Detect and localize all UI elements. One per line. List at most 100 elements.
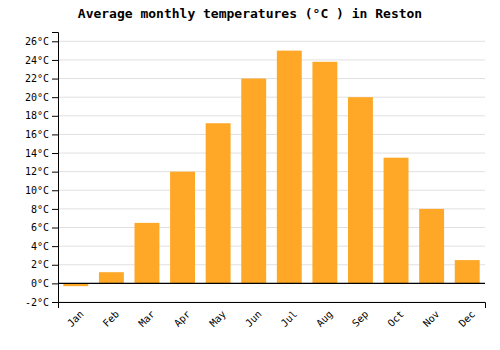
y-tick: 14°C bbox=[25, 148, 58, 159]
bar bbox=[348, 97, 373, 283]
grid-line bbox=[58, 115, 485, 116]
bar bbox=[419, 209, 444, 283]
x-tick: Oct bbox=[385, 308, 406, 329]
y-tick: -2°C bbox=[25, 297, 58, 308]
y-tick: 18°C bbox=[25, 110, 58, 121]
grid-line bbox=[58, 59, 485, 60]
y-tick: 6°C bbox=[31, 222, 58, 233]
x-tick-label: Dec bbox=[457, 308, 478, 329]
y-tick-mark bbox=[52, 172, 58, 173]
y-tick: 20°C bbox=[25, 92, 58, 103]
y-tick-mark bbox=[52, 265, 58, 266]
y-tick-label: 0°C bbox=[31, 278, 49, 289]
y-tick-label: -2°C bbox=[25, 297, 49, 308]
y-tick-label: 20°C bbox=[25, 92, 49, 103]
x-tick-label: Oct bbox=[385, 308, 406, 329]
x-tick: Nov bbox=[421, 308, 442, 329]
y-tick-mark bbox=[52, 79, 58, 80]
grid-line bbox=[58, 190, 485, 191]
y-tick-mark bbox=[52, 246, 58, 247]
y-tick: 24°C bbox=[25, 55, 58, 66]
y-tick: 26°C bbox=[25, 36, 58, 47]
y-tick-label: 24°C bbox=[25, 55, 49, 66]
x-tick-label: Sep bbox=[350, 308, 371, 329]
y-tick: 2°C bbox=[31, 259, 58, 270]
y-tick-mark bbox=[52, 228, 58, 229]
y-tick-label: 26°C bbox=[25, 36, 49, 47]
x-tick: Apr bbox=[172, 308, 193, 329]
x-tick: Aug bbox=[314, 308, 335, 329]
x-tick: Jun bbox=[243, 308, 264, 329]
bar bbox=[455, 260, 480, 283]
y-tick: 4°C bbox=[31, 241, 58, 252]
grid bbox=[58, 41, 485, 302]
y-tick-label: 12°C bbox=[25, 166, 49, 177]
x-tick-label: Aug bbox=[314, 308, 335, 329]
y-tick-mark bbox=[52, 60, 58, 61]
grid-line bbox=[58, 78, 485, 79]
x-tick: Dec bbox=[457, 308, 478, 329]
bar bbox=[384, 158, 409, 284]
x-tick: Sep bbox=[350, 308, 371, 329]
title: Average monthly temperatures (°C ) in Re… bbox=[78, 6, 422, 21]
grid-line bbox=[58, 97, 485, 98]
y-tick-label: 14°C bbox=[25, 148, 49, 159]
y-tick-mark bbox=[52, 97, 58, 98]
grid-line bbox=[58, 41, 485, 42]
y-tick-mark bbox=[52, 209, 58, 210]
grid-line bbox=[58, 283, 485, 284]
grid-line bbox=[58, 171, 485, 172]
x-tick: May bbox=[207, 308, 228, 329]
x-axis-line bbox=[59, 303, 486, 309]
y-axis: -2°C 0°C 2°C 4°C 6°C 8°C 10°C 12°C 14°C 16°C 18°C 2… bbox=[25, 33, 59, 308]
x-tick-label: Feb bbox=[101, 308, 122, 329]
y-tick-mark bbox=[52, 153, 58, 154]
x-tick: Mar bbox=[136, 308, 157, 329]
y-tick-label: 2°C bbox=[31, 259, 49, 270]
grid-line bbox=[58, 153, 485, 154]
grid-line bbox=[58, 134, 485, 135]
x-tick-label: Jul bbox=[279, 308, 300, 329]
x-tick-label: Mar bbox=[136, 308, 157, 329]
y-tick: 12°C bbox=[25, 166, 58, 177]
y-tick: 8°C bbox=[31, 204, 58, 215]
y-tick: 22°C bbox=[25, 73, 58, 84]
chart: Average monthly temperatures (°C ) in Re… bbox=[0, 0, 500, 350]
y-tick-label: 8°C bbox=[31, 204, 49, 215]
y-tick-mark bbox=[52, 302, 58, 303]
y-tick-mark bbox=[52, 116, 58, 117]
y-axis-line bbox=[52, 33, 59, 303]
y-tick-label: 6°C bbox=[31, 222, 49, 233]
y-tick-label: 4°C bbox=[31, 241, 49, 252]
x-tick: Jan bbox=[65, 308, 86, 329]
bar bbox=[135, 223, 160, 284]
y-tick-mark bbox=[52, 190, 58, 191]
bar bbox=[277, 51, 302, 284]
chart-container: Average monthly temperatures (°C ) in Re… bbox=[0, 0, 500, 350]
bar bbox=[170, 172, 195, 284]
x-tick-label: Jun bbox=[243, 308, 264, 329]
bars bbox=[63, 51, 479, 287]
bar bbox=[99, 272, 124, 283]
x-tick-label: Nov bbox=[421, 308, 442, 329]
baseline bbox=[58, 283, 485, 284]
x-axis: Jan Feb Mar Apr May Jun Jul Aug Sep Oct Nov Dec bbox=[59, 303, 486, 329]
x-tick: Feb bbox=[101, 308, 122, 329]
y-tick: 10°C bbox=[25, 185, 58, 196]
bar bbox=[312, 62, 337, 284]
x-tick: Jul bbox=[279, 308, 300, 329]
y-tick: 16°C bbox=[25, 129, 58, 140]
x-tick-label: Apr bbox=[172, 308, 193, 329]
y-tick-label: 22°C bbox=[25, 73, 49, 84]
y-tick-mark bbox=[52, 134, 58, 135]
y-tick: 0°C bbox=[31, 278, 58, 289]
x-tick-label: Jan bbox=[65, 308, 86, 329]
x-tick-label: May bbox=[207, 308, 228, 329]
bar bbox=[241, 79, 266, 284]
bar bbox=[206, 123, 231, 283]
y-tick-label: 18°C bbox=[25, 110, 49, 121]
y-tick-label: 16°C bbox=[25, 129, 49, 140]
y-tick-label: 10°C bbox=[25, 185, 49, 196]
y-tick-mark bbox=[52, 283, 58, 284]
y-tick-mark bbox=[52, 41, 58, 42]
